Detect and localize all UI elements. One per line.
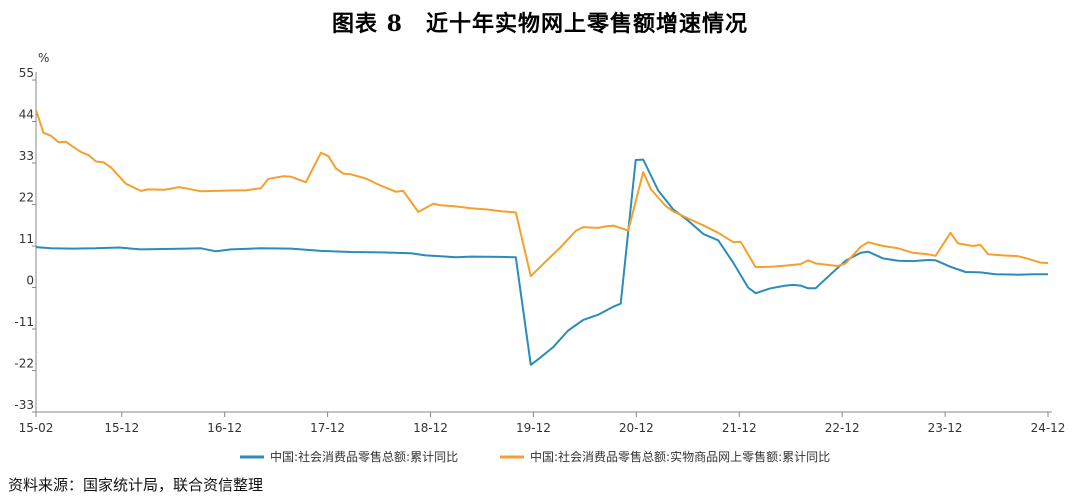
source-note: 资料来源：国家统计局，联合资信整理 [8, 476, 264, 494]
x-tick-label: 22-12 [825, 421, 860, 435]
y-axis-unit: % [38, 51, 49, 65]
series-lines [35, 109, 1049, 366]
y-tick-label: -33 [14, 398, 34, 412]
y-tick-label: 22 [19, 191, 34, 205]
y-tick-label: 33 [19, 149, 34, 163]
x-tick-label: 19-12 [516, 421, 551, 435]
x-tick-label: 15-02 [19, 421, 54, 435]
x-tick-label: 16-12 [207, 421, 242, 435]
series-line-1 [35, 158, 1048, 366]
legend: 中国:社会消费品零售总额:累计同比 中国:社会消费品零售总额:实物商品网上零售额:… [240, 449, 830, 464]
x-tick-label: 15-12 [104, 421, 139, 435]
y-tick-label: 11 [19, 232, 34, 246]
x-tick-label: 24-12 [1031, 421, 1066, 435]
series-line-2 [35, 109, 1049, 278]
x-tick-label: 23-12 [928, 421, 963, 435]
y-tick-label: -11 [14, 315, 34, 329]
axes: % -33 -22 -11 0 11 22 33 44 55 15-02 15-12 16-12 17-1… [14, 51, 1065, 435]
line-chart: % -33 -22 -11 0 11 22 33 44 55 15-02 15-12 16-12 17-1… [14, 51, 1065, 464]
x-tick-label: 17-12 [310, 421, 345, 435]
legend-label-1: 中国:社会消费品零售总额:累计同比 [270, 449, 458, 464]
legend-label-2: 中国:社会消费品零售总额:实物商品网上零售额:累计同比 [530, 449, 830, 464]
chart-title: 图表 8 近十年实物网上零售额增速情况 [332, 11, 748, 37]
y-tick-label: 55 [19, 66, 34, 80]
x-tick-label: 21-12 [722, 421, 757, 435]
x-tick-label: 20-12 [619, 421, 654, 435]
y-tick-label: -22 [14, 357, 34, 371]
y-tick-label: 0 [26, 274, 34, 288]
x-tick-label: 18-12 [413, 421, 448, 435]
y-tick-label: 44 [19, 108, 34, 122]
